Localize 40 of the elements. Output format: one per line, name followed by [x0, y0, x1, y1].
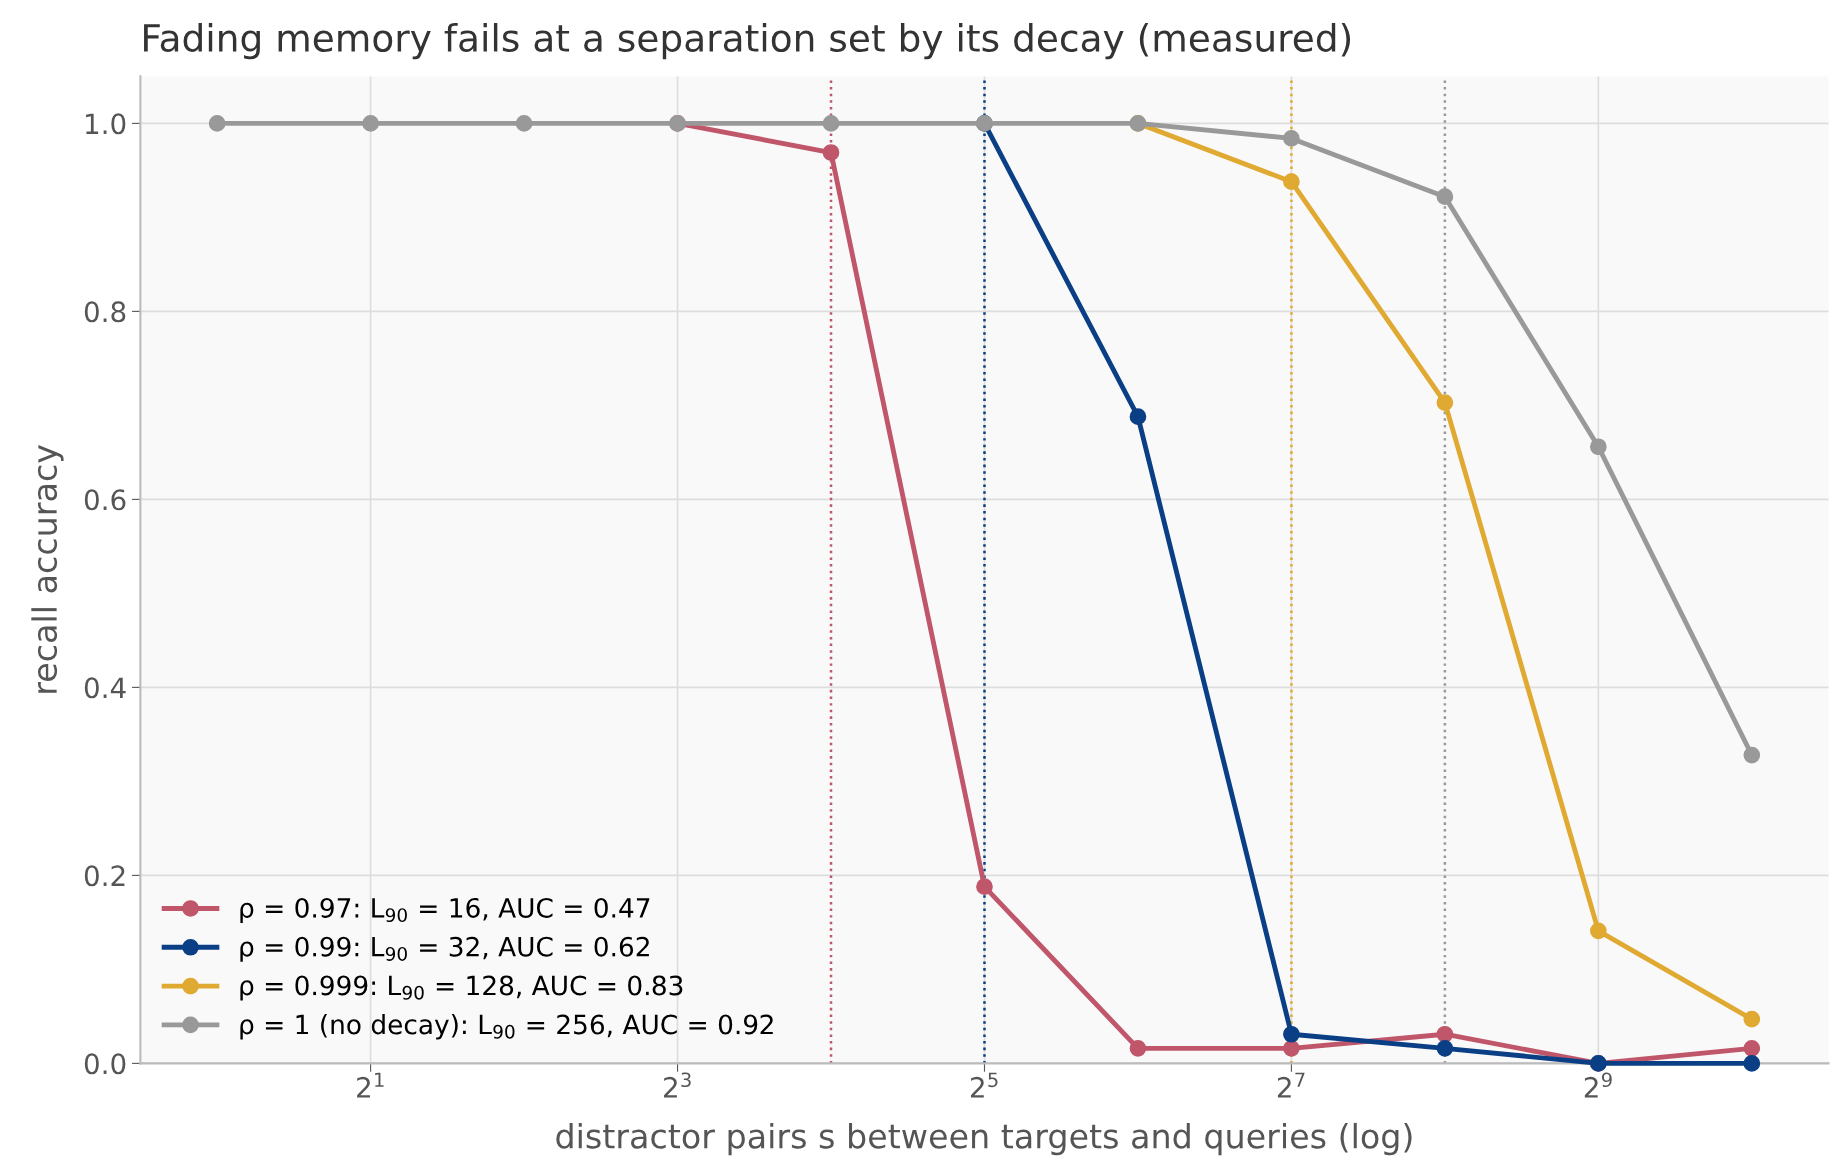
point [362, 115, 379, 132]
point [1283, 173, 1300, 190]
point [822, 144, 840, 161]
point [1590, 438, 1607, 456]
legend-label: ρ = 0.99: L$_{90}$ = 32, AUC = 0.62 [240, 936, 649, 962]
legend-label: ρ = 1 (no decay): L$_{90}$ = 256, AUC = 0.92 [240, 1014, 773, 1040]
x-tick-label: 2$^{3}$ [664, 1072, 691, 1098]
point [1283, 130, 1300, 147]
point [1129, 1040, 1147, 1057]
chart-title: Fading memory fails at a separation set by its decay (measured) [144, 22, 1351, 60]
y-tick-label: 0.6 [84, 489, 126, 511]
legend-label: ρ = 0.97: L$_{90}$ = 16, AUC = 0.47 [240, 897, 650, 923]
point [1743, 746, 1761, 764]
point [1129, 408, 1147, 425]
point [1743, 1040, 1761, 1057]
point [515, 115, 533, 132]
point [1743, 1010, 1761, 1028]
legend-label: ρ = 0.999: L$_{90}$ = 128, AUC = 0.83 [240, 975, 683, 1001]
point [1436, 1040, 1454, 1057]
point [1283, 1040, 1300, 1057]
x-axis-title: distractor pairs s between targets and queries (log) [556, 1122, 1412, 1156]
y-tick-label: 0.2 [84, 865, 125, 887]
x-tick-label: 2$^{9}$ [1584, 1072, 1612, 1098]
point [1590, 922, 1607, 940]
point [1436, 1025, 1454, 1043]
y-tick-label: 0.4 [84, 677, 126, 699]
point [208, 115, 226, 132]
point [1283, 1025, 1300, 1043]
point [1436, 394, 1454, 411]
y-tick-label: 0.8 [84, 301, 126, 323]
x-tick-label: 2$^{5}$ [970, 1072, 998, 1098]
y-axis-title: recall accuracy [31, 445, 64, 693]
point [976, 878, 993, 895]
point [822, 115, 840, 132]
point [1436, 188, 1454, 206]
point [1743, 1055, 1761, 1072]
y-tick-label: 0.0 [84, 1053, 126, 1075]
x-tick-label: 2$^{1}$ [357, 1072, 384, 1098]
y-tick-label: 1.0 [86, 113, 126, 135]
x-tick-label: 2$^{7}$ [1277, 1072, 1305, 1098]
